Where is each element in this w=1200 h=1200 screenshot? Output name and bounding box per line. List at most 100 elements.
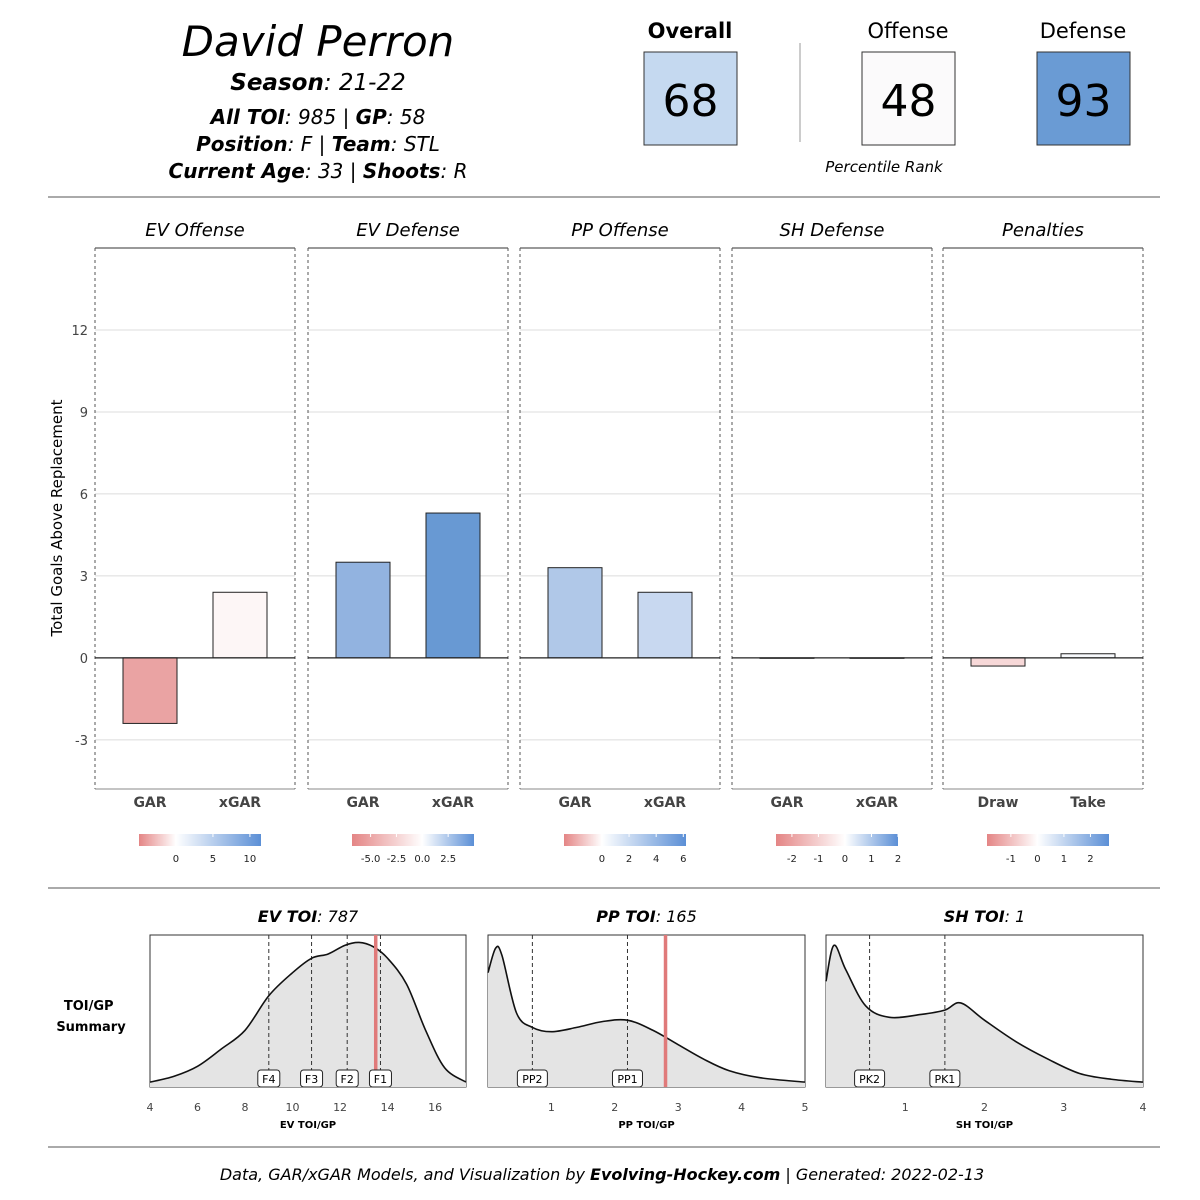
season-line: Season: 21-22 [230,70,405,96]
gar-ylabel: Total Goals Above Replacement [48,399,66,637]
gar-legend-tick: 0 [1034,854,1040,865]
gar-panel-title: EV Offense [145,220,245,241]
gar-bar-gar [547,567,603,659]
rating-defense-value: 93 [1056,76,1112,127]
toi-panel-title: PP TOI: 165 [596,907,697,926]
toi-marker-label: PK2 [859,1073,880,1086]
toi-title-label: PP TOI [596,907,656,926]
toi-density-area [488,946,805,1087]
footer-credit: Data, GAR/xGAR Models, and Visualization… [220,1165,984,1184]
rating-offense: Offense 48 [861,19,956,146]
gar-y-tick: 0 [80,652,88,667]
toi-x-tick: 1 [548,1101,555,1114]
toi-title-value: 1 [1015,907,1025,926]
gar-color-legend [139,834,261,846]
gar-panel-sh-defense: SH Defense GAR xGAR -2 -1 0 1 2 [731,220,933,865]
toi-x-label: EV TOI/GP [280,1120,336,1131]
toi-x-tick: 4 [738,1101,745,1114]
gar-y-tick: 9 [80,406,88,421]
toi-marker-box [854,1069,886,1088]
gar-legend-tick: 2 [895,854,901,865]
toi-x-tick: 14 [381,1101,395,1114]
gar-color-legend [776,834,898,846]
toi-marker-box [611,1069,643,1088]
toi-x-tick: 4 [147,1101,154,1114]
player-name: David Perron [182,17,455,66]
toi-x-tick: 1 [902,1101,909,1114]
rating-overall-value: 68 [663,76,719,127]
toi-marker-box [516,1069,548,1088]
gar-legend-tick: -5.0 [361,854,381,865]
age-line: Current Age: 33 | Shoots: R [169,159,468,183]
toi-density-curve [825,944,1144,1083]
toi-density-area [150,942,466,1087]
gar-legend-tick: 1 [868,854,874,865]
gar-panel-penalties: Penalties Draw Take -1 0 1 2 [942,220,1144,865]
gar-x-tick: GAR [133,795,166,811]
toi-title-value: 787 [328,907,359,926]
gar-legend-tick: -1 [813,854,823,865]
position-line: Position: F | Team: STL [196,132,440,156]
gar-bar-xgar [425,512,481,659]
toi-x-tick: 16 [428,1101,442,1114]
gar-panel-title: SH Defense [780,220,885,241]
toi-density-curve [487,945,806,1083]
toi-x-label: SH TOI/GP [956,1120,1013,1131]
toi-marker-label: PK1 [934,1073,955,1086]
gar-legend-tick: -2 [787,854,797,865]
toi-marker-label: F4 [262,1073,275,1086]
percentile-caption: Percentile Rank [825,158,944,176]
toi-marker-box [257,1069,281,1088]
gar-x-tick: Draw [978,795,1019,811]
toi-panel-pp-toi: PP TOI: 165 PP2 PP1 1 2 3 4 5 PP TOI/GP [487,907,809,1131]
gar-x-tick: xGAR [432,795,474,811]
toi-x-tick: 8 [242,1101,249,1114]
gar-legend-tick: 4 [653,854,659,865]
toi-marker-box [300,1069,324,1088]
toi-panel-sh-toi: SH TOI: 1 PK2 PK1 1 2 3 4 SH TOI/GP [825,907,1147,1131]
gar-legend-tick: 2 [626,854,632,865]
toi-x-tick: 5 [802,1101,809,1114]
gar-legend-tick: 5 [210,854,216,865]
gar-color-legend [352,834,474,846]
gar-legend-tick: 2 [1087,854,1093,865]
gar-color-legend [987,834,1109,846]
toi-marker-label: F2 [341,1073,354,1086]
rating-offense-value: 48 [881,76,937,127]
gar-x-tick: Take [1070,795,1106,811]
rating-offense-label: Offense [867,19,948,43]
toi-x-label: PP TOI/GP [618,1120,674,1131]
toi-title-sep: : [1005,907,1015,926]
gar-bar-take [1060,653,1116,659]
gar-panel-ev-defense: EV Defense GAR xGAR -5.0 -2.5 0.0 2.5 [307,220,509,865]
toi-x-tick: 3 [675,1101,682,1114]
rating-overall-label: Overall [648,19,733,43]
toi-marker-label: F3 [305,1073,318,1086]
rating-overall: Overall 68 [643,19,738,146]
toi-title-sep: : [317,907,327,926]
gar-legend-tick: 0 [173,854,179,865]
gar-bar-draw [970,657,1026,667]
rating-defense-label: Defense [1040,19,1127,43]
toi-summary-line-1: TOI/GP [64,999,114,1014]
toi-x-tick: 2 [981,1101,988,1114]
rating-defense: Defense 93 [1036,19,1131,146]
toi-line: All TOI: 985 | GP: 58 [209,105,426,129]
gar-bar-xgar [212,591,268,659]
toi-marker-label: PP1 [617,1073,637,1086]
gar-y-tick: 6 [80,488,88,503]
toi-summary-line-2: Summary [56,1020,126,1035]
toi-x-tick: 10 [286,1101,300,1114]
gar-panel-ev-offense: EV Offense GAR xGAR 0 5 10 [94,220,296,865]
toi-marker-label: PP2 [522,1073,542,1086]
gar-x-tick: xGAR [856,795,898,811]
gar-x-tick: xGAR [219,795,261,811]
gar-legend-tick: 0 [599,854,605,865]
toi-x-tick: 6 [194,1101,201,1114]
toi-density-area [826,945,1143,1087]
toi-title-label: EV TOI [258,907,317,926]
gar-bar-gar [122,657,178,724]
gar-color-legend [564,834,686,846]
